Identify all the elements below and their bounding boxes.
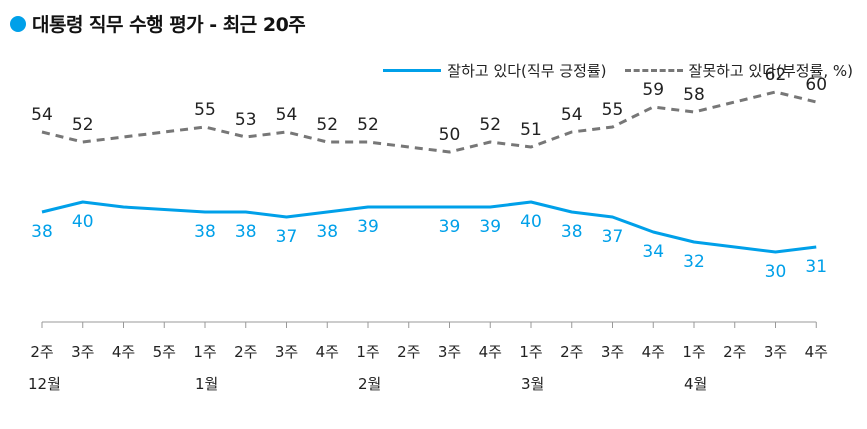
x-tick-label: 3주	[275, 343, 298, 361]
legend-dashed-line-icon	[624, 69, 683, 72]
legend-label-positive: 잘하고 있다(직무 긍정률)	[447, 62, 607, 80]
data-label-positive: 39	[439, 217, 461, 237]
x-tick-label: 3주	[601, 343, 624, 361]
data-label-positive: 38	[194, 222, 216, 242]
month-label: 4월	[684, 375, 707, 393]
data-label-positive: 30	[765, 262, 787, 282]
data-label-negative: 58	[683, 85, 705, 105]
data-label-negative: 52	[357, 115, 379, 135]
x-tick-label: 4주	[112, 343, 135, 361]
month-label: 1월	[195, 375, 218, 393]
data-label-positive: 38	[316, 222, 338, 242]
x-tick-label: 2주	[234, 343, 257, 361]
legend: 잘하고 있다(직무 긍정률) 잘못하고 있다(부정률, %)	[365, 60, 853, 81]
x-tick-label: 2주	[397, 343, 420, 361]
data-label-positive: 38	[561, 222, 583, 242]
x-tick-label: 1주	[356, 343, 379, 361]
data-label-negative: 59	[642, 80, 664, 100]
x-tick-label: 2주	[560, 343, 583, 361]
data-label-positive: 38	[235, 222, 257, 242]
data-label-negative: 60	[805, 75, 827, 95]
data-label-positive: 40	[520, 212, 542, 232]
data-label-negative: 54	[561, 105, 583, 125]
data-label-positive: 37	[276, 227, 298, 247]
legend-item-positive: 잘하고 있다(직무 긍정률)	[383, 60, 607, 81]
x-tick-label: 3주	[764, 343, 787, 361]
month-label: 2월	[358, 375, 381, 393]
legend-solid-line-icon	[383, 69, 442, 72]
data-label-negative: 55	[602, 100, 624, 120]
data-label-negative: 53	[235, 110, 257, 130]
month-label: 12월	[28, 375, 61, 393]
data-label-negative: 50	[439, 125, 461, 145]
x-tick-label: 3주	[438, 343, 461, 361]
data-label-positive: 38	[31, 222, 53, 242]
x-tick-label: 4주	[479, 343, 502, 361]
data-label-negative: 55	[194, 100, 216, 120]
data-label-positive: 40	[72, 212, 94, 232]
series-line-positive	[41, 200, 817, 254]
data-label-negative: 54	[276, 105, 298, 125]
x-tick-label: 1주	[193, 343, 216, 361]
title-bullet-icon	[10, 16, 26, 32]
data-label-negative: 62	[765, 65, 787, 85]
chart-title: 대통령 직무 수행 평가 - 최근 20주	[32, 14, 306, 36]
data-label-negative: 52	[316, 115, 338, 135]
x-tick-label: 3주	[71, 343, 94, 361]
x-tick-label: 4주	[642, 343, 665, 361]
data-label-negative: 54	[31, 105, 53, 125]
x-tick-label: 1주	[519, 343, 542, 361]
data-label-positive: 34	[642, 242, 664, 262]
data-label-positive: 32	[683, 252, 705, 272]
x-tick-label: 4주	[805, 343, 828, 361]
data-label-positive: 37	[602, 227, 624, 247]
data-label-positive: 31	[805, 257, 827, 277]
x-tick-label: 4주	[316, 343, 339, 361]
series-line-negative	[41, 90, 817, 154]
x-tick-label: 5주	[153, 343, 176, 361]
data-label-negative: 52	[72, 115, 94, 135]
x-tick-label: 2주	[723, 343, 746, 361]
legend-item-negative: 잘못하고 있다(부정률, %)	[624, 60, 853, 81]
data-label-positive: 39	[357, 217, 379, 237]
data-label-negative: 51	[520, 120, 542, 140]
x-tick-label: 1주	[682, 343, 705, 361]
data-label-positive: 39	[479, 217, 501, 237]
month-label: 3월	[521, 375, 544, 393]
data-label-negative: 52	[479, 115, 501, 135]
x-tick-label: 2주	[30, 343, 53, 361]
legend-label-negative: 잘못하고 있다(부정률, %)	[688, 62, 853, 80]
